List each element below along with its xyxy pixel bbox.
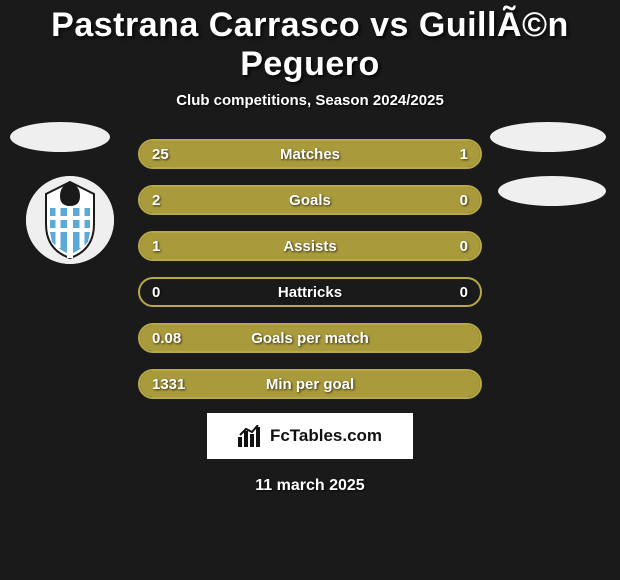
stat-row: 20Goals [138,185,482,215]
stat-label: Matches [140,146,480,163]
stat-label: Hattricks [140,284,480,301]
stat-row: 10Assists [138,231,482,261]
player-left-badge [10,122,110,152]
player-right-badge [490,122,606,152]
stat-row: 00Hattricks [138,277,482,307]
stat-row: 251Matches [138,139,482,169]
brand-text: FcTables.com [270,426,382,446]
stat-label: Goals [140,192,480,209]
club-crest-icon [26,176,114,264]
page-title: Pastrana Carrasco vs GuillÃ©n Peguero [0,0,620,84]
stat-row: 1331Min per goal [138,369,482,399]
club-left-badge [26,176,114,264]
stat-label: Min per goal [140,376,480,393]
brand-logo-icon [238,425,264,447]
stat-row: 0.08Goals per match [138,323,482,353]
date-text: 11 march 2025 [0,477,620,495]
player-right-badge-2 [498,176,606,206]
subtitle: Club competitions, Season 2024/2025 [0,92,620,109]
stat-label: Goals per match [140,330,480,347]
brand-badge: FcTables.com [207,413,413,459]
stat-label: Assists [140,238,480,255]
